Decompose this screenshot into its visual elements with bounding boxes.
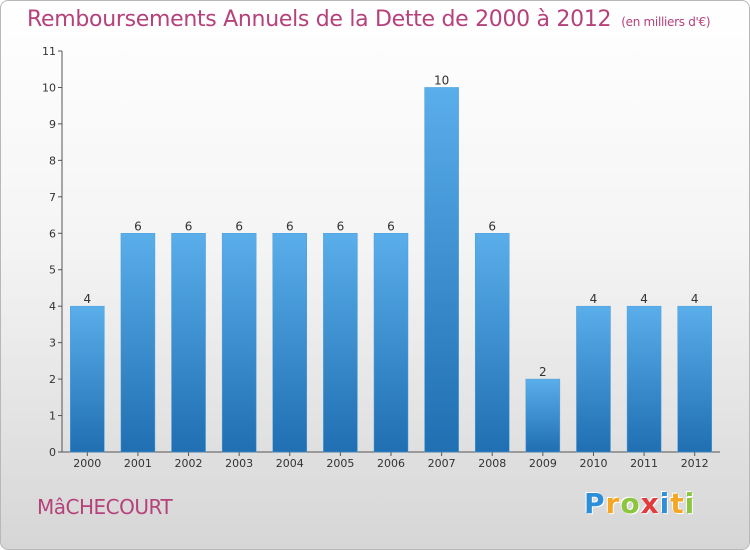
y-tick-label: 8	[49, 154, 56, 167]
x-tick-label: 2002	[175, 457, 203, 470]
x-tick-label: 2007	[428, 457, 456, 470]
title-text: Remboursements Annuels de la Dette de 20…	[27, 7, 612, 32]
x-tick-label: 2001	[124, 457, 152, 470]
logo-letter: i	[684, 487, 696, 520]
x-tick-label: 2000	[73, 457, 101, 470]
logo-letter: x	[640, 487, 660, 520]
bar[interactable]	[626, 305, 662, 453]
bar[interactable]	[677, 305, 712, 453]
bar[interactable]	[576, 305, 611, 453]
bar-value-label: 10	[434, 73, 449, 87]
bar-value-label: 4	[640, 292, 648, 306]
y-tick-label: 11	[42, 45, 56, 58]
x-tick-label: 2003	[225, 457, 253, 470]
x-tick-label: 2010	[579, 457, 607, 470]
logo-letter: r	[605, 487, 621, 520]
bar-value-label: 6	[286, 219, 294, 233]
bar-value-label: 4	[83, 292, 91, 306]
y-tick-label: 9	[49, 118, 56, 131]
logo-letter: i	[659, 487, 671, 520]
bar-value-label: 6	[185, 219, 193, 233]
y-tick-label: 3	[49, 337, 56, 350]
x-tick-label: 2009	[529, 457, 557, 470]
y-tick-label: 1	[49, 410, 56, 423]
bar[interactable]	[70, 305, 105, 453]
bar[interactable]	[424, 87, 459, 453]
bar-value-label: 2	[539, 365, 547, 379]
bar-value-label: 4	[590, 292, 598, 306]
commune-name: MâCHECOURT	[37, 495, 173, 519]
y-tick-label: 4	[49, 300, 56, 313]
bar[interactable]	[373, 233, 409, 453]
bar[interactable]	[120, 233, 156, 453]
proxiti-logo: Proxiti	[584, 487, 695, 520]
logo-letter: t	[670, 487, 685, 520]
x-tick-label: 2004	[276, 457, 304, 470]
x-tick-label: 2005	[326, 457, 354, 470]
bar-value-label: 6	[337, 219, 345, 233]
bar-value-label: 6	[134, 219, 142, 233]
y-tick-label: 0	[49, 446, 56, 459]
bar-value-label: 4	[691, 292, 699, 306]
chart-title: Remboursements Annuels de la Dette de 20…	[27, 7, 711, 32]
bar[interactable]	[272, 233, 308, 453]
y-tick-label: 10	[42, 81, 56, 94]
y-tick-label: 2	[49, 373, 56, 386]
x-tick-label: 2012	[681, 457, 709, 470]
logo-letter: o	[620, 487, 641, 520]
x-tick-label: 2008	[478, 457, 506, 470]
bar[interactable]	[525, 378, 561, 453]
x-tick-label: 2011	[630, 457, 658, 470]
y-tick-label: 7	[49, 191, 56, 204]
bar-value-label: 6	[235, 219, 243, 233]
bars: 4 6 6 6 6 6 6 10 6 2 4 4 4	[70, 73, 712, 453]
bar-value-label: 6	[488, 219, 496, 233]
axes: 0 1 2 3 4 5 6 7 8 9 10 11 2000 2001 2002 2003 2004 2005 20…	[42, 45, 720, 470]
y-tick-label: 5	[49, 264, 56, 277]
bar[interactable]	[221, 233, 257, 453]
bar-value-label: 6	[387, 219, 395, 233]
bar[interactable]	[474, 233, 510, 453]
y-tick-label: 6	[49, 227, 56, 240]
logo-letter: P	[584, 487, 606, 520]
bar[interactable]	[323, 233, 358, 453]
bar[interactable]	[171, 233, 206, 453]
x-tick-label: 2006	[377, 457, 405, 470]
chart-subtitle: (en milliers d'€)	[621, 15, 711, 29]
